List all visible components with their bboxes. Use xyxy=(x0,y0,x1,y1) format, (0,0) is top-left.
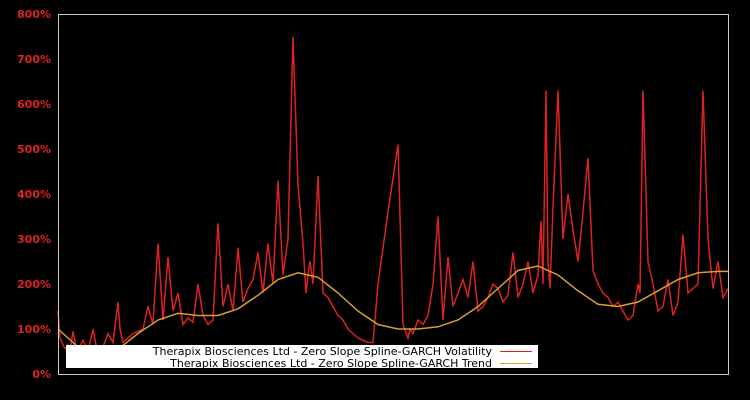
y-tick-label: 200% xyxy=(17,278,51,291)
legend-label-volatility: Therapix Biosciences Ltd - Zero Slope Sp… xyxy=(152,345,493,358)
y-tick-label: 700% xyxy=(17,53,51,66)
plot-frame xyxy=(58,14,729,375)
y-tick-label: 100% xyxy=(17,323,51,336)
plot-area xyxy=(57,36,729,359)
y-tick-label: 600% xyxy=(17,98,51,111)
legend: Therapix Biosciences Ltd - Zero Slope Sp… xyxy=(66,345,538,370)
y-tick-label: 400% xyxy=(17,188,51,201)
y-tick-label: 500% xyxy=(17,143,51,156)
volatility-series-line xyxy=(57,36,729,359)
y-tick-label: 0% xyxy=(32,368,51,381)
legend-label-trend: Therapix Biosciences Ltd - Zero Slope Sp… xyxy=(169,357,492,370)
y-tick-label: 300% xyxy=(17,233,51,246)
trend-series-line xyxy=(57,265,728,355)
y-axis: 800% 700% 600% 500% 400% 300% 200% 100% … xyxy=(17,8,51,381)
y-tick-label: 800% xyxy=(17,8,51,21)
legend-box xyxy=(66,345,538,368)
